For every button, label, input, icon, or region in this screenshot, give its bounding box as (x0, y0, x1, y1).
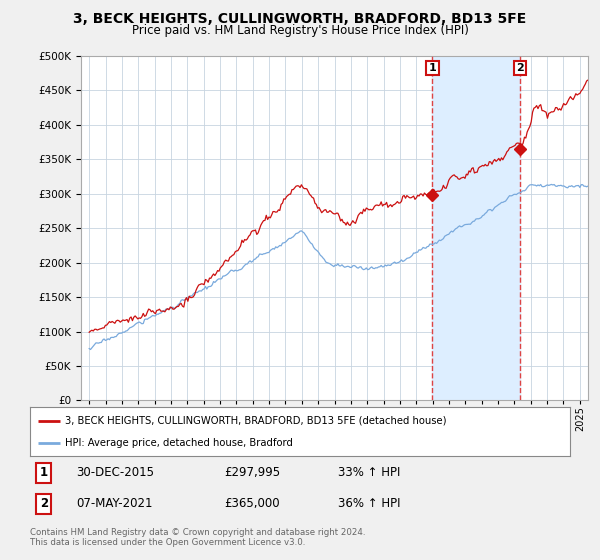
Text: 3, BECK HEIGHTS, CULLINGWORTH, BRADFORD, BD13 5FE (detached house): 3, BECK HEIGHTS, CULLINGWORTH, BRADFORD,… (65, 416, 446, 426)
Text: 36% ↑ HPI: 36% ↑ HPI (338, 497, 400, 510)
Text: 07-MAY-2021: 07-MAY-2021 (76, 497, 152, 510)
Bar (433, 56, 520, 400)
Text: Price paid vs. HM Land Registry's House Price Index (HPI): Price paid vs. HM Land Registry's House … (131, 24, 469, 37)
Text: 30-DEC-2015: 30-DEC-2015 (76, 466, 154, 479)
Text: £365,000: £365,000 (224, 497, 280, 510)
Text: 2: 2 (517, 63, 524, 73)
Text: 33% ↑ HPI: 33% ↑ HPI (338, 466, 400, 479)
Text: £297,995: £297,995 (224, 466, 281, 479)
Text: Contains HM Land Registry data © Crown copyright and database right 2024.
This d: Contains HM Land Registry data © Crown c… (30, 528, 365, 547)
Text: 1: 1 (428, 63, 436, 73)
Text: 1: 1 (40, 466, 48, 479)
Text: HPI: Average price, detached house, Bradford: HPI: Average price, detached house, Brad… (65, 437, 293, 447)
Text: 2: 2 (40, 497, 48, 510)
Text: 3, BECK HEIGHTS, CULLINGWORTH, BRADFORD, BD13 5FE: 3, BECK HEIGHTS, CULLINGWORTH, BRADFORD,… (73, 12, 527, 26)
